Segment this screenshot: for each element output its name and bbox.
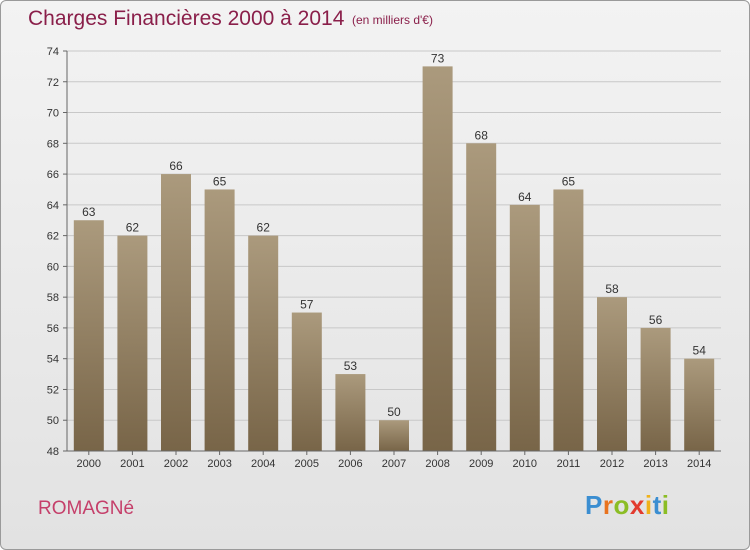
bar-value-label: 58	[605, 282, 619, 296]
bar-2012	[597, 297, 627, 451]
y-tick-label: 72	[47, 77, 59, 89]
logo-letter: t	[652, 490, 662, 520]
x-tick-label: 2008	[425, 458, 449, 470]
bar-value-label: 56	[649, 313, 663, 327]
y-tick-label: 58	[47, 292, 59, 304]
x-tick-label: 2011	[557, 458, 581, 470]
y-tick-label: 60	[47, 261, 59, 273]
x-tick-label: 2000	[77, 458, 101, 470]
y-tick-label: 74	[47, 46, 59, 58]
logo-letter: x	[629, 490, 645, 520]
bar-2004	[248, 235, 279, 451]
bar-value-label: 63	[82, 205, 96, 219]
x-tick-label: 2002	[164, 458, 188, 470]
y-tick-label: 52	[47, 384, 59, 396]
x-axis: 2000 2001 2002 2003 2004 2005 2006 2007 2008 2009…	[67, 450, 721, 470]
x-tick-label: 2009	[469, 458, 493, 470]
y-tick-label: 68	[47, 138, 59, 150]
bar-2003	[204, 189, 235, 451]
x-tick-label: 2014	[687, 458, 711, 470]
bar-value-label: 64	[518, 190, 532, 204]
y-tick-label: 48	[47, 446, 59, 458]
bars	[73, 66, 715, 452]
chart-title: Charges Financières 2000 à 2014	[28, 7, 345, 30]
logo-letter: P	[585, 490, 603, 520]
logo-letter: r	[602, 490, 614, 520]
bar-2009	[466, 143, 497, 452]
x-tick-label: 2005	[295, 458, 319, 470]
bar-2001	[117, 235, 148, 451]
x-tick-label: 2006	[338, 458, 362, 470]
bar-value-label: 65	[213, 174, 227, 188]
data-labels: 63 62 66 65 62 57 53 50 73 68 64 65 58 56 54	[82, 51, 706, 419]
bar-2014	[684, 358, 715, 451]
y-axis: 48 50 52 54 56 58 60 62 64 66 68 70 72 74	[47, 46, 68, 458]
x-tick-label: 2013	[643, 458, 667, 470]
y-tick-label: 70	[47, 108, 59, 120]
bar-value-label: 73	[431, 51, 445, 65]
y-tick-label: 64	[47, 200, 59, 212]
y-tick-label: 56	[47, 323, 59, 335]
logo-letter: o	[613, 490, 630, 520]
logo-letter: i	[644, 490, 653, 520]
bar-value-label: 50	[387, 405, 401, 419]
bar-value-label: 65	[562, 174, 576, 188]
logo-letter: i	[661, 490, 670, 520]
bar-value-label: 57	[300, 298, 314, 312]
x-tick-label: 2007	[382, 458, 406, 470]
bar-2010	[509, 204, 540, 451]
y-tick-label: 66	[47, 169, 59, 181]
bar-value-label: 53	[344, 359, 358, 373]
x-tick-label: 2003	[207, 458, 231, 470]
y-tick-label: 62	[47, 231, 59, 243]
bar-value-label: 62	[126, 221, 140, 235]
x-tick-label: 2001	[120, 458, 144, 470]
bar-2011	[553, 189, 584, 451]
bar-2013	[640, 327, 671, 451]
bar-value-label: 66	[169, 159, 183, 173]
bar-2005	[291, 312, 322, 451]
bar-2006	[335, 374, 366, 451]
x-tick-label: 2010	[513, 458, 537, 470]
bar-value-label: 68	[475, 128, 489, 142]
commune-name: ROMAGNé	[38, 498, 135, 519]
x-tick-label: 2004	[251, 458, 275, 470]
bar-2008	[422, 66, 453, 451]
bar-2002	[161, 174, 191, 452]
chart-subtitle: (en milliers d'€)	[352, 13, 433, 27]
x-tick-label: 2012	[600, 458, 624, 470]
y-tick-label: 50	[47, 415, 59, 427]
bar-value-label: 54	[693, 344, 707, 358]
bar-2000	[73, 220, 104, 451]
bar-value-label: 62	[257, 221, 271, 235]
proxiti-logo[interactable]: Proxiti	[585, 490, 669, 521]
bar-2007	[379, 420, 409, 451]
y-tick-label: 54	[47, 354, 59, 366]
